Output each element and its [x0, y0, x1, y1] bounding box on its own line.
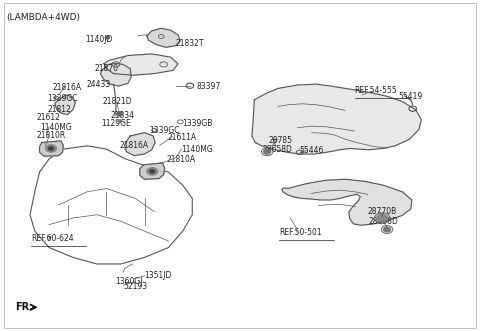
Text: 1351JD: 1351JD — [144, 271, 172, 280]
Text: 55446: 55446 — [299, 146, 324, 155]
Circle shape — [117, 119, 122, 122]
Circle shape — [48, 146, 54, 150]
Circle shape — [383, 227, 391, 232]
Circle shape — [264, 149, 271, 154]
Text: 1339GC: 1339GC — [149, 126, 180, 135]
Circle shape — [105, 36, 110, 39]
Text: REF.50-501: REF.50-501 — [279, 228, 322, 237]
Text: 21810R: 21810R — [36, 131, 65, 140]
Text: 83397: 83397 — [196, 81, 220, 91]
Text: 55419: 55419 — [398, 92, 423, 101]
Text: 1339GC: 1339GC — [47, 94, 77, 103]
Polygon shape — [124, 133, 155, 156]
Text: 21821D: 21821D — [103, 97, 132, 106]
Circle shape — [376, 214, 388, 222]
Polygon shape — [252, 84, 421, 154]
Circle shape — [146, 167, 158, 175]
Text: 1140MG: 1140MG — [181, 145, 213, 154]
Text: 21611A: 21611A — [168, 133, 197, 142]
Text: 21870: 21870 — [95, 64, 119, 72]
Text: 1339GB: 1339GB — [182, 119, 212, 128]
Text: 21810A: 21810A — [167, 155, 196, 164]
Text: (LAMBDA+4WD): (LAMBDA+4WD) — [6, 13, 80, 22]
Polygon shape — [101, 63, 131, 86]
Text: 21816A: 21816A — [53, 83, 82, 92]
Text: 21612: 21612 — [36, 114, 60, 122]
Text: 1129GE: 1129GE — [102, 118, 132, 128]
Text: 28785: 28785 — [269, 136, 293, 145]
Text: 21832T: 21832T — [176, 39, 204, 48]
Polygon shape — [282, 179, 412, 225]
Text: 28770B: 28770B — [368, 207, 397, 216]
Text: 28658D: 28658D — [263, 145, 293, 154]
Polygon shape — [55, 95, 75, 115]
Text: 21812: 21812 — [48, 105, 72, 114]
Circle shape — [116, 112, 123, 116]
Text: REF.54-555: REF.54-555 — [355, 86, 397, 95]
Text: REF.60-624: REF.60-624 — [32, 234, 74, 243]
Text: 28658D: 28658D — [369, 217, 399, 226]
Polygon shape — [39, 141, 63, 156]
Text: 21816A: 21816A — [120, 141, 149, 150]
Circle shape — [149, 169, 155, 173]
Text: 21834: 21834 — [110, 112, 134, 120]
Text: FR.: FR. — [15, 302, 33, 312]
Text: 24433: 24433 — [86, 79, 110, 89]
Polygon shape — [104, 54, 178, 75]
Polygon shape — [140, 163, 165, 179]
Circle shape — [45, 145, 57, 152]
Text: 1140MG: 1140MG — [40, 122, 72, 132]
Text: 1360GJ: 1360GJ — [115, 276, 143, 286]
Polygon shape — [147, 28, 180, 47]
Text: 1140JD: 1140JD — [85, 35, 112, 44]
Text: 52193: 52193 — [123, 282, 147, 291]
